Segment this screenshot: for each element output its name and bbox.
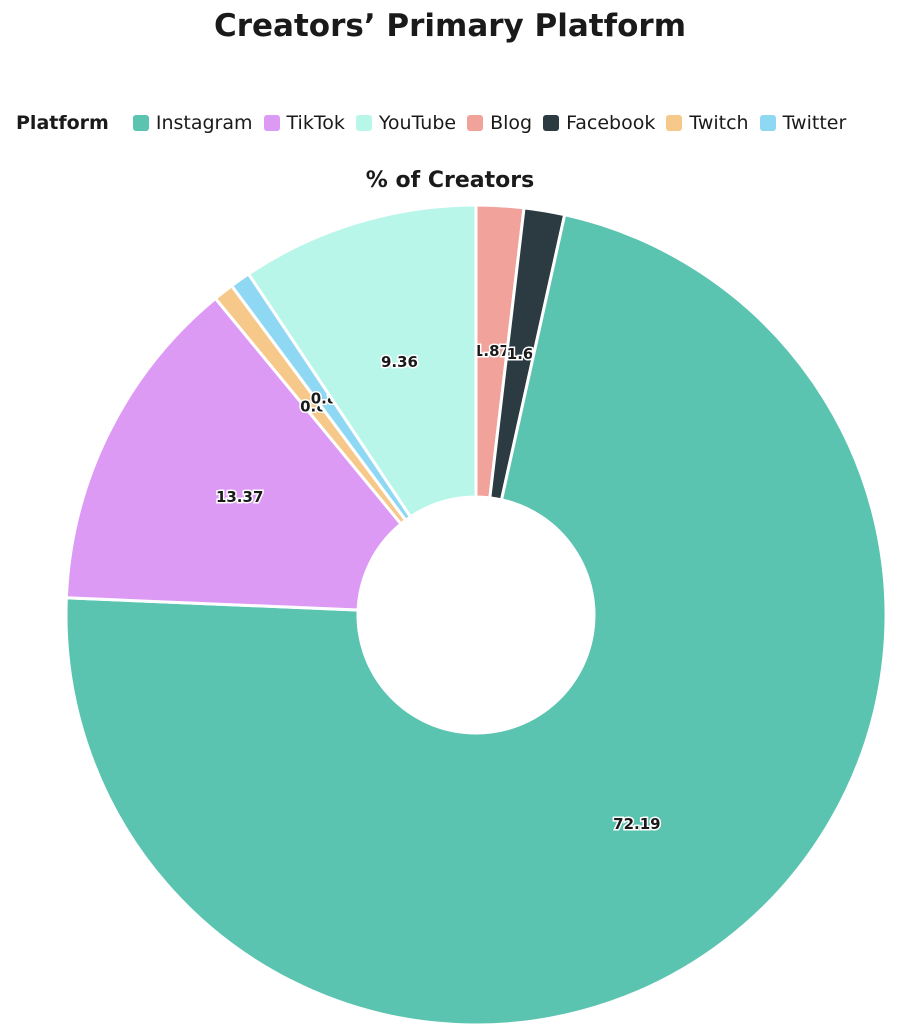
slice-tiktok[interactable] (64, 296, 404, 612)
legend-item-twitter[interactable]: Twitter (759, 112, 847, 134)
legend-item-instagram[interactable]: Instagram (132, 112, 253, 134)
legend-swatch-youtube (355, 115, 372, 131)
legend-swatch-twitter (759, 115, 776, 131)
legend-item-facebook[interactable]: Facebook (543, 112, 655, 134)
legend-swatch-twitch (666, 115, 683, 131)
legend-items: Instagram TikTok YouTube Blog Facebook Twitch… (132, 112, 857, 134)
legend-item-twitch[interactable]: Twitch (666, 112, 749, 134)
legend-label-facebook: Facebook (566, 112, 656, 134)
legend-title: Platform (16, 112, 109, 134)
legend-label-twitter: Twitter (782, 112, 847, 134)
chart-subtitle: % of Creators (365, 168, 535, 193)
slice-label-blog: 1.87 (473, 342, 510, 360)
legend-item-tiktok[interactable]: TikTok (263, 112, 345, 134)
legend-label-instagram: Instagram (155, 112, 253, 134)
chart-title: Creators’ Primary Platform (213, 8, 686, 44)
legend: Platform Instagram TikTok YouTube Blog Faceb… (16, 108, 857, 138)
legend-swatch-tiktok (263, 115, 280, 131)
legend-swatch-blog (467, 115, 484, 131)
slice-label-youtube: 9.36 (381, 353, 418, 371)
slice-label-facebook: 1.6 (507, 345, 534, 363)
legend-label-youtube: YouTube (378, 112, 457, 134)
legend-label-tiktok: TikTok (286, 112, 345, 134)
slice-label-tiktok: 13.37 (216, 488, 263, 506)
legend-item-youtube[interactable]: YouTube (355, 112, 457, 134)
slice-instagram[interactable] (64, 212, 888, 1027)
legend-item-blog[interactable]: Blog (467, 112, 532, 134)
legend-swatch-facebook (543, 115, 560, 131)
legend-label-twitch: Twitch (689, 112, 749, 134)
slice-label-instagram: 72.19 (613, 815, 660, 833)
slice-youtube[interactable] (246, 203, 478, 519)
legend-swatch-instagram (132, 115, 149, 131)
legend-label-blog: Blog (490, 112, 533, 134)
